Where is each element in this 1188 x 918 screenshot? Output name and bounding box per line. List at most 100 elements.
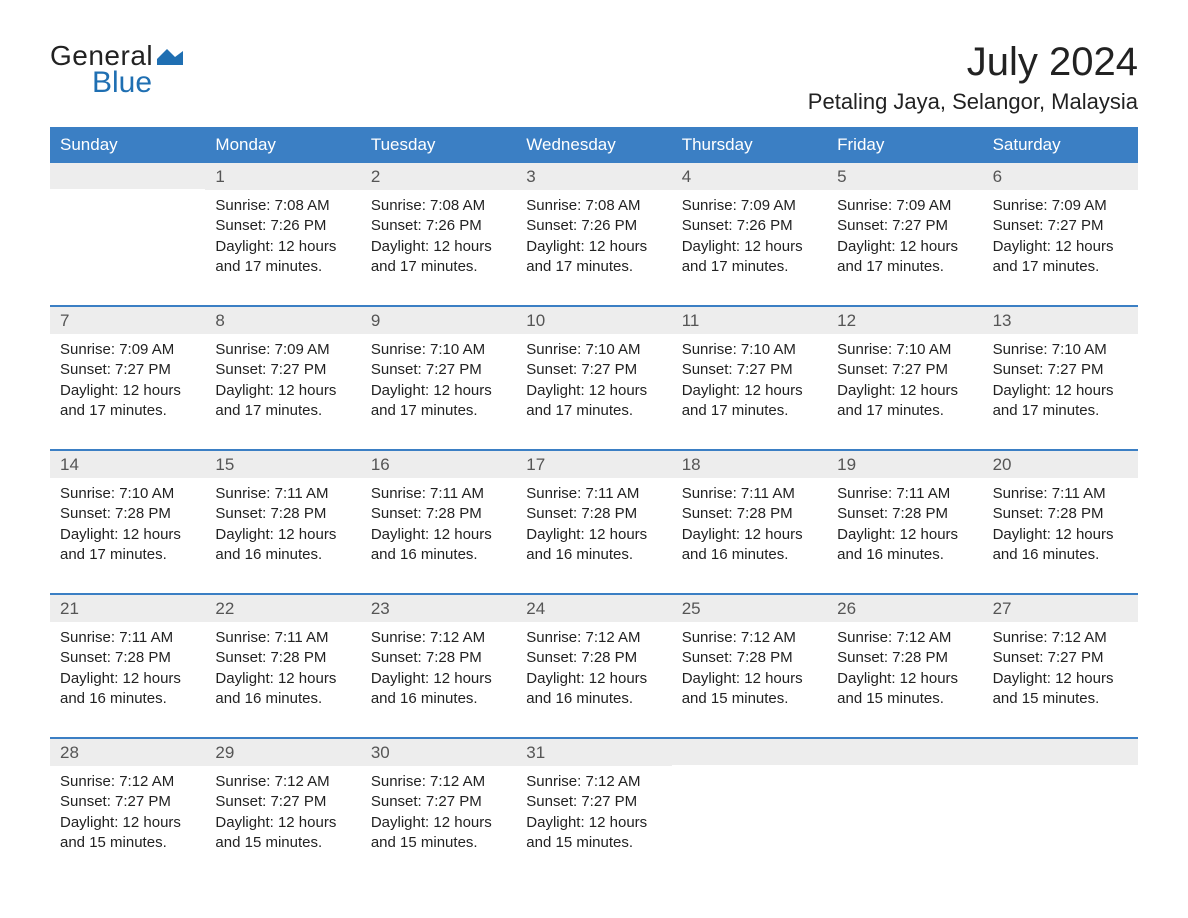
- calendar-cell: 19Sunrise: 7:11 AMSunset: 7:28 PMDayligh…: [827, 451, 982, 579]
- calendar-week: 1 Sunrise: 7:08 AM Sunset: 7:26 PM Daylight…: [50, 163, 1138, 291]
- day-details: Sunrise: 7:09 AMSunset: 7:26 PMDaylight:…: [672, 190, 827, 277]
- daylight-text: Daylight: 12 hours and 17 minutes.: [215, 381, 350, 422]
- day-details: Sunrise: 7:12 AMSunset: 7:27 PMDaylight:…: [205, 766, 360, 853]
- sunrise-text: Sunrise: 7:12 AM: [682, 628, 817, 648]
- day-details: Sunrise: 7:10 AMSunset: 7:27 PMDaylight:…: [516, 334, 671, 421]
- daylight-text: Daylight: 12 hours and 16 minutes.: [526, 669, 661, 710]
- daylight-text: Daylight: 12 hours and 17 minutes.: [993, 237, 1128, 278]
- sunset-text: Sunset: 7:27 PM: [682, 360, 817, 380]
- calendar-week: 21Sunrise: 7:11 AMSunset: 7:28 PMDayligh…: [50, 593, 1138, 723]
- sunset-text: Sunset: 7:27 PM: [993, 216, 1128, 236]
- logo: General Blue: [50, 40, 183, 100]
- daylight-text: Daylight: 12 hours and 15 minutes.: [682, 669, 817, 710]
- day-details: Sunrise: 7:11 AMSunset: 7:28 PMDaylight:…: [827, 478, 982, 565]
- calendar-cell: [983, 739, 1138, 867]
- calendar-cell: [50, 163, 205, 291]
- day-details: Sunrise: 7:10 AMSunset: 7:27 PMDaylight:…: [672, 334, 827, 421]
- daylight-text: Daylight: 12 hours and 17 minutes.: [837, 237, 972, 278]
- day-details: Sunrise: 7:12 AMSunset: 7:27 PMDaylight:…: [516, 766, 671, 853]
- calendar-cell: 6 Sunrise: 7:09 AMSunset: 7:27 PMDaylight…: [983, 163, 1138, 291]
- calendar-cell: 5Sunrise: 7:09 AMSunset: 7:27 PMDaylight…: [827, 163, 982, 291]
- day-number: 23: [361, 595, 516, 622]
- calendar-week: 14Sunrise: 7:10 AMSunset: 7:28 PMDayligh…: [50, 449, 1138, 579]
- calendar-cell: 1Sunrise: 7:08 AMSunset: 7:26 PMDaylight…: [205, 163, 360, 291]
- daylight-text: Daylight: 12 hours and 17 minutes.: [371, 381, 506, 422]
- sunset-text: Sunset: 7:28 PM: [682, 648, 817, 668]
- day-number: 22: [205, 595, 360, 622]
- daylight-text: Daylight: 12 hours and 17 minutes.: [215, 237, 350, 278]
- day-number: 16: [361, 451, 516, 478]
- sunrise-text: Sunrise: 7:12 AM: [371, 772, 506, 792]
- calendar-cell: 15Sunrise: 7:11 AMSunset: 7:28 PMDayligh…: [205, 451, 360, 579]
- sunrise-text: Sunrise: 7:11 AM: [526, 484, 661, 504]
- calendar-cell: 4Sunrise: 7:09 AMSunset: 7:26 PMDaylight…: [672, 163, 827, 291]
- daylight-text: Daylight: 12 hours and 17 minutes.: [993, 381, 1128, 422]
- sunset-text: Sunset: 7:28 PM: [371, 648, 506, 668]
- day-number: 10: [516, 307, 671, 334]
- sunset-text: Sunset: 7:27 PM: [837, 360, 972, 380]
- day-number: 27: [983, 595, 1138, 622]
- sunset-text: Sunset: 7:27 PM: [526, 792, 661, 812]
- daylight-text: Daylight: 12 hours and 16 minutes.: [837, 525, 972, 566]
- daylight-text: Daylight: 12 hours and 16 minutes.: [371, 525, 506, 566]
- day-number: 12: [827, 307, 982, 334]
- calendar-cell: 27Sunrise: 7:12 AMSunset: 7:27 PMDayligh…: [983, 595, 1138, 723]
- sunrise-text: Sunrise: 7:09 AM: [993, 196, 1128, 216]
- sunset-text: Sunset: 7:27 PM: [371, 792, 506, 812]
- sunrise-text: Sunrise: 7:09 AM: [215, 340, 350, 360]
- sunrise-text: Sunrise: 7:09 AM: [60, 340, 195, 360]
- day-number: 31: [516, 739, 671, 766]
- daylight-text: Daylight: 12 hours and 16 minutes.: [993, 525, 1128, 566]
- day-details: Sunrise: 7:11 AMSunset: 7:28 PMDaylight:…: [672, 478, 827, 565]
- calendar-cell: 25Sunrise: 7:12 AMSunset: 7:28 PMDayligh…: [672, 595, 827, 723]
- day-number: 28: [50, 739, 205, 766]
- calendar-cell: 29Sunrise: 7:12 AMSunset: 7:27 PMDayligh…: [205, 739, 360, 867]
- day-number: 6: [983, 163, 1138, 190]
- daylight-text: Daylight: 12 hours and 17 minutes.: [837, 381, 972, 422]
- day-number: 20: [983, 451, 1138, 478]
- month-title: July 2024: [808, 40, 1138, 85]
- calendar-cell: 23Sunrise: 7:12 AMSunset: 7:28 PMDayligh…: [361, 595, 516, 723]
- calendar-cell: 14Sunrise: 7:10 AMSunset: 7:28 PMDayligh…: [50, 451, 205, 579]
- sunset-text: Sunset: 7:28 PM: [526, 648, 661, 668]
- sunrise-text: Sunrise: 7:10 AM: [526, 340, 661, 360]
- day-number: 11: [672, 307, 827, 334]
- sunset-text: Sunset: 7:27 PM: [60, 360, 195, 380]
- calendar-cell: 30Sunrise: 7:12 AMSunset: 7:27 PMDayligh…: [361, 739, 516, 867]
- day-number: 19: [827, 451, 982, 478]
- day-number: 17: [516, 451, 671, 478]
- day-number: [50, 163, 205, 189]
- sunset-text: Sunset: 7:26 PM: [682, 216, 817, 236]
- day-details: Sunrise: 7:12 AMSunset: 7:27 PMDaylight:…: [361, 766, 516, 853]
- calendar-cell: 22Sunrise: 7:11 AMSunset: 7:28 PMDayligh…: [205, 595, 360, 723]
- sunrise-text: Sunrise: 7:08 AM: [371, 196, 506, 216]
- day-details: Sunrise: 7:10 AMSunset: 7:27 PMDaylight:…: [983, 334, 1138, 421]
- sunrise-text: Sunrise: 7:10 AM: [682, 340, 817, 360]
- weekday-label: Saturday: [983, 127, 1138, 163]
- day-details: Sunrise: 7:12 AMSunset: 7:28 PMDaylight:…: [361, 622, 516, 709]
- sunrise-text: Sunrise: 7:12 AM: [993, 628, 1128, 648]
- sunrise-text: Sunrise: 7:11 AM: [682, 484, 817, 504]
- sunset-text: Sunset: 7:28 PM: [60, 504, 195, 524]
- day-number: 1: [205, 163, 360, 190]
- sunset-text: Sunset: 7:28 PM: [526, 504, 661, 524]
- sunrise-text: Sunrise: 7:12 AM: [60, 772, 195, 792]
- day-number: 25: [672, 595, 827, 622]
- calendar-cell: 21Sunrise: 7:11 AMSunset: 7:28 PMDayligh…: [50, 595, 205, 723]
- sunset-text: Sunset: 7:27 PM: [215, 792, 350, 812]
- calendar-cell: 7Sunrise: 7:09 AMSunset: 7:27 PMDaylight…: [50, 307, 205, 435]
- sunrise-text: Sunrise: 7:09 AM: [837, 196, 972, 216]
- day-number: 14: [50, 451, 205, 478]
- calendar-cell: 28Sunrise: 7:12 AMSunset: 7:27 PMDayligh…: [50, 739, 205, 867]
- calendar-cell: [672, 739, 827, 867]
- calendar-cell: 9Sunrise: 7:10 AMSunset: 7:27 PMDaylight…: [361, 307, 516, 435]
- sunset-text: Sunset: 7:28 PM: [837, 504, 972, 524]
- daylight-text: Daylight: 12 hours and 17 minutes.: [371, 237, 506, 278]
- sunrise-text: Sunrise: 7:11 AM: [215, 484, 350, 504]
- day-details: Sunrise: 7:12 AMSunset: 7:28 PMDaylight:…: [672, 622, 827, 709]
- day-number: 15: [205, 451, 360, 478]
- day-number: [672, 739, 827, 765]
- weekday-header: Sunday Monday Tuesday Wednesday Thursday…: [50, 127, 1138, 163]
- daylight-text: Daylight: 12 hours and 15 minutes.: [60, 813, 195, 854]
- sunrise-text: Sunrise: 7:12 AM: [526, 628, 661, 648]
